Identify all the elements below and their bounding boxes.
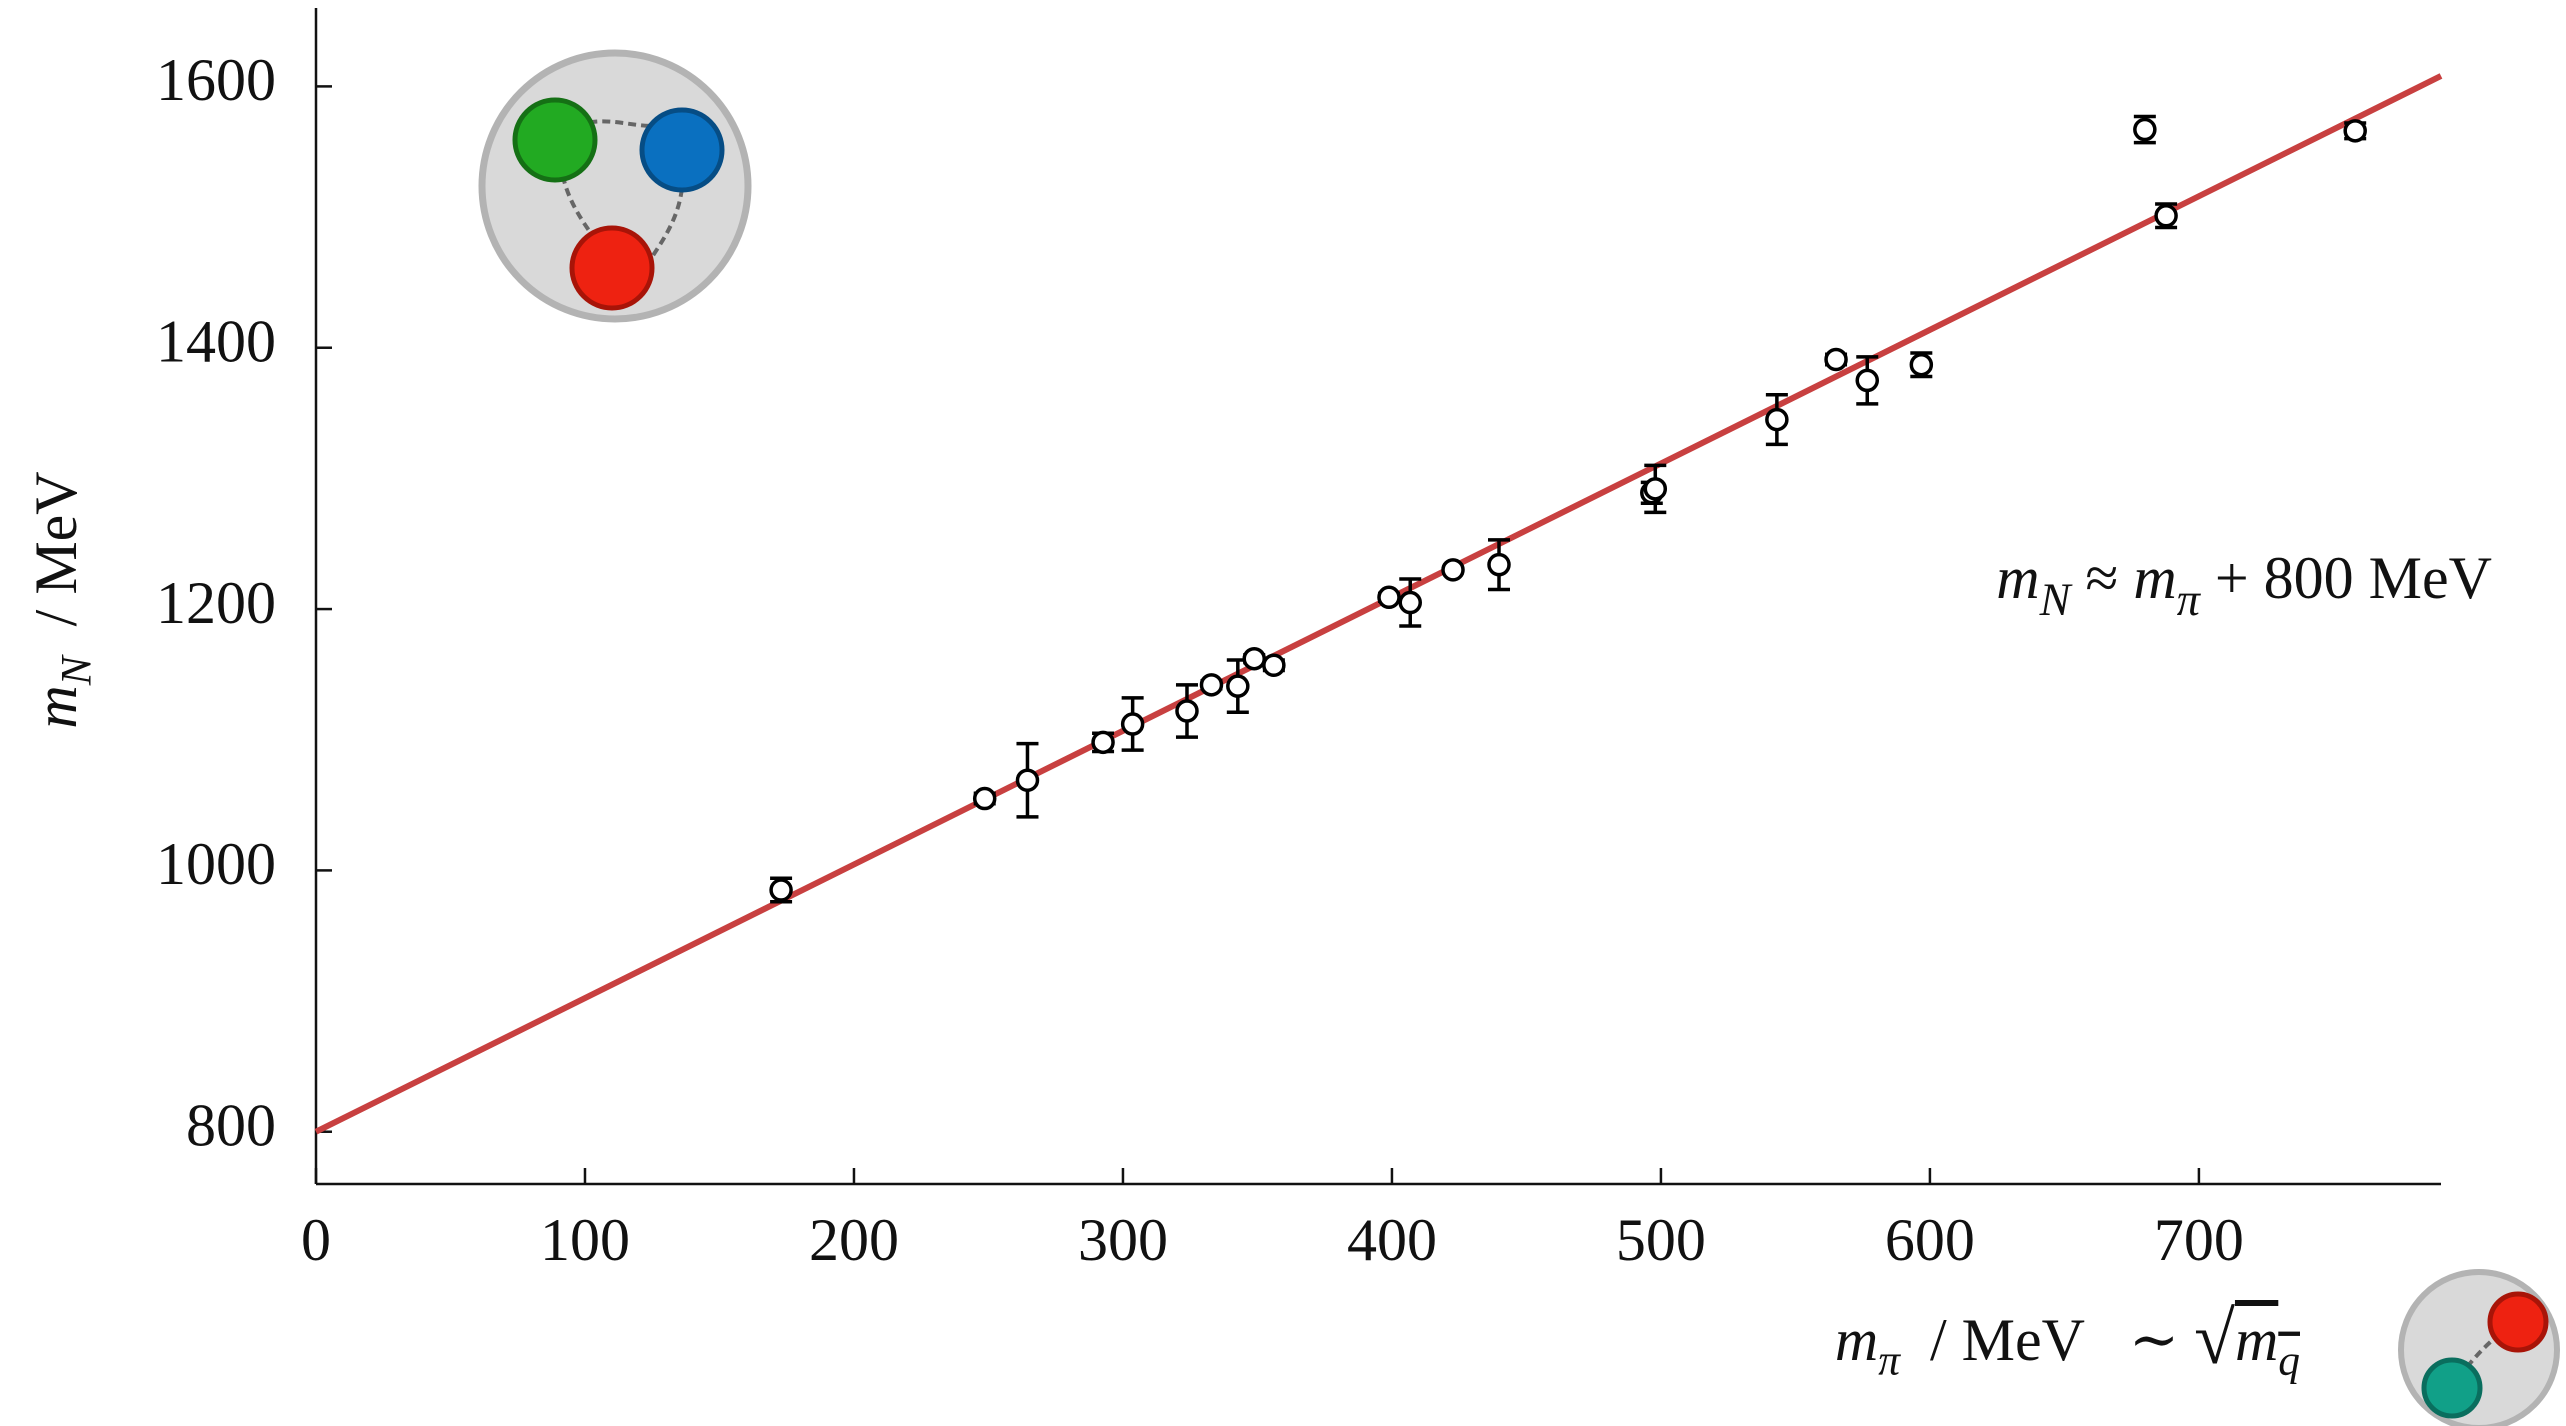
y-axis-label-part: / MeV <box>23 471 89 656</box>
marker <box>1120 712 1145 736</box>
marker <box>2154 204 2178 228</box>
x-axis-label-part: π <box>1878 1337 1901 1385</box>
data-point <box>1909 351 1934 379</box>
data-point <box>769 876 793 904</box>
data-point <box>2133 114 2157 145</box>
fit-annotation: mN ≈ mπ + 800 MeV <box>1996 545 2492 625</box>
data-point <box>2343 119 2367 143</box>
marker <box>1855 368 1879 393</box>
x-tick-label: 0 <box>301 1207 331 1273</box>
marker <box>1487 552 1511 577</box>
data-point <box>1824 347 1848 372</box>
marker <box>2343 119 2367 143</box>
data-point <box>1199 673 1224 697</box>
data-point <box>1441 558 1465 582</box>
x-axis-label: mπ / MeV ∼ √mq <box>1835 1298 2300 1384</box>
marker <box>1377 585 1401 610</box>
x-tick-label: 100 <box>540 1207 630 1273</box>
data-point <box>1091 730 1115 755</box>
fit-annotation-part: N <box>2039 573 2073 624</box>
marker <box>1909 352 1934 377</box>
data-point <box>1377 585 1401 610</box>
data-point <box>2154 202 2178 230</box>
marker <box>1242 646 1266 671</box>
x-axis-label-part: m <box>1835 1307 1878 1373</box>
y-tick-label: 800 <box>186 1092 276 1158</box>
marker <box>1765 407 1789 432</box>
x-tick-label: 200 <box>809 1207 899 1273</box>
x-tick-label: 700 <box>2154 1207 2244 1273</box>
x-axis-label-part: m <box>2235 1307 2278 1373</box>
baryon-icon <box>478 49 752 323</box>
data-point <box>972 786 997 811</box>
marker <box>1398 590 1422 615</box>
y-tick-label: 1000 <box>156 831 276 897</box>
y-tick-label: 1600 <box>156 47 276 113</box>
marker <box>769 878 793 902</box>
marker <box>1441 558 1465 582</box>
marker <box>1015 768 1040 792</box>
data-point <box>1855 355 1879 406</box>
data-point <box>1175 683 1199 739</box>
x-tick-label: 600 <box>1885 1207 1975 1273</box>
y-axis-label-part: m <box>23 685 89 728</box>
fit-annotation-part: π <box>2177 573 2202 624</box>
fit-annotation-part: ≈ <box>2070 545 2133 611</box>
data-point <box>1765 393 1789 447</box>
y-axis-label-part: N <box>53 654 101 686</box>
data-point <box>1120 696 1145 752</box>
marker <box>1091 730 1115 755</box>
x-tick-label: 300 <box>1078 1207 1168 1273</box>
marker <box>1262 653 1286 678</box>
data-point <box>1398 577 1422 628</box>
marker <box>1175 699 1199 723</box>
marker <box>2133 117 2157 142</box>
data-point <box>1643 463 1668 515</box>
marker <box>972 786 997 811</box>
x-axis-label-part: √ <box>2194 1298 2235 1380</box>
marker <box>1643 477 1668 501</box>
marker <box>1824 347 1848 372</box>
y-tick-label: 1200 <box>156 570 276 636</box>
data-point <box>1242 646 1266 671</box>
x-axis-label-part: / MeV ∼ <box>1900 1307 2194 1373</box>
fit-annotation-part: m <box>2133 545 2176 611</box>
fit-annotation-part: + 800 MeV <box>2200 545 2492 611</box>
y-tick-label: 1400 <box>156 308 276 374</box>
x-tick-label: 500 <box>1616 1207 1706 1273</box>
data-point <box>1487 538 1511 592</box>
data-point <box>1015 741 1040 819</box>
fit-annotation-part: m <box>1996 545 2039 611</box>
y-axis-label: mN / MeV <box>23 471 101 728</box>
x-tick-label: 400 <box>1347 1207 1437 1273</box>
marker <box>1199 673 1224 697</box>
fit-line <box>314 73 2443 1135</box>
meson-icon <box>2398 1269 2560 1426</box>
data-point <box>1262 653 1286 678</box>
x-axis-label-part: q <box>2278 1337 2300 1385</box>
marker <box>1226 674 1250 698</box>
